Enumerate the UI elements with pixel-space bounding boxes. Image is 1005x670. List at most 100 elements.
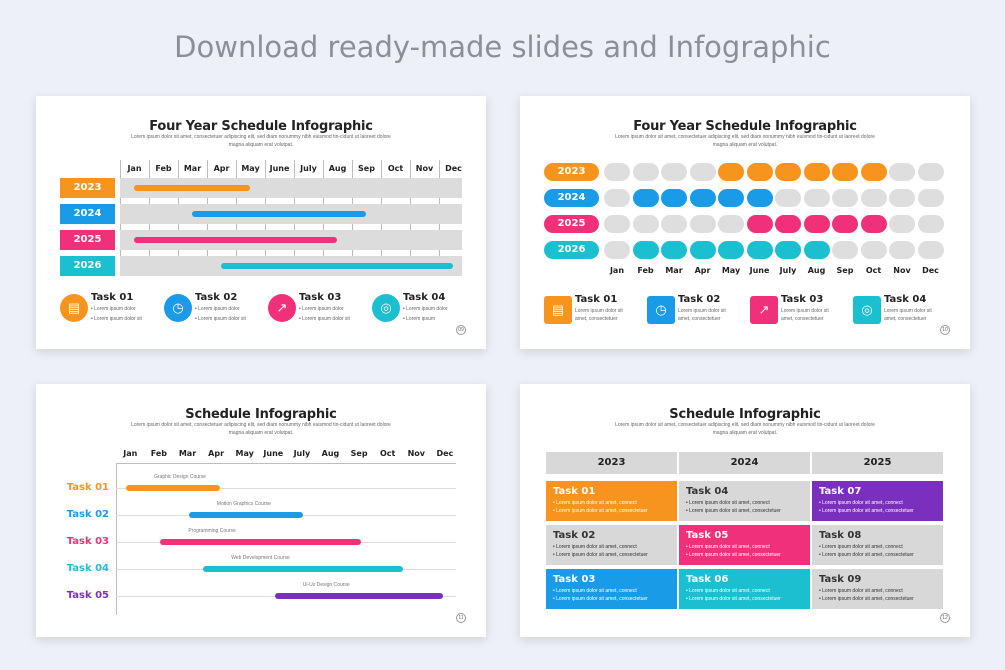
- task-description: amet, consectetuer: [678, 316, 721, 322]
- month-cell: [661, 189, 687, 207]
- task-cell[interactable]: Task 01 • Lorem ipsum dolor sit amet, con…: [546, 481, 677, 521]
- timeline-bar: [126, 485, 221, 491]
- month-label: July: [293, 449, 311, 458]
- month-cell: [775, 163, 801, 181]
- task-bullet: • Lorem ipsum dolor sit amet, connect: [819, 500, 903, 506]
- month-cell: [832, 241, 858, 259]
- task-cell[interactable]: Task 02 • Lorem ipsum dolor sit amet, con…: [546, 525, 677, 565]
- month-label: June: [749, 266, 770, 275]
- task-name: Task 08: [819, 530, 862, 541]
- task-cell[interactable]: Task 04 • Lorem ipsum dolor sit amet, con…: [679, 481, 810, 521]
- task-cell[interactable]: Task 09 • Lorem ipsum dolor sit amet, con…: [812, 569, 943, 609]
- task-bullet: • Lorem ipsum: [403, 316, 436, 322]
- timeline-bar: [221, 263, 453, 269]
- task-name: Task 03: [781, 294, 824, 305]
- month-cell: [632, 189, 659, 207]
- timeline-bar: [203, 566, 404, 572]
- year-label: 2023: [60, 178, 115, 198]
- task-cell[interactable]: Task 07 • Lorem ipsum dolor sit amet, con…: [812, 481, 943, 521]
- coins-icon: ◎: [372, 294, 400, 322]
- chart-icon: ↗: [750, 296, 778, 324]
- slide-four-year-gantt[interactable]: Four Year Schedule Infographic Lorem ips…: [36, 96, 486, 349]
- page-number: 11: [456, 613, 466, 623]
- task-bullet: • Lorem ipsum dolor sit amet, connect: [553, 500, 637, 506]
- month-label: May: [721, 266, 741, 275]
- task-name: Task 03: [299, 292, 342, 303]
- month-label: Feb: [155, 164, 172, 173]
- month-cell: [889, 163, 915, 181]
- month-cell: [775, 189, 801, 207]
- slide-schedule-table[interactable]: Schedule Infographic Lorem ipsum dolor s…: [520, 384, 970, 637]
- month-cell: [661, 215, 687, 233]
- slide-four-year-grid[interactable]: Four Year Schedule Infographic Lorem ips…: [520, 96, 970, 349]
- month-cell: [632, 163, 659, 181]
- month-label: Dec: [436, 449, 454, 458]
- timeline-bar: [134, 237, 337, 243]
- briefcase-icon: ▤: [544, 296, 572, 324]
- month-cell: [803, 241, 830, 259]
- task-name: Task 04: [686, 486, 729, 497]
- task-cell[interactable]: Task 06 • Lorem ipsum dolor sit amet, con…: [679, 569, 810, 609]
- month-cell: [718, 163, 744, 181]
- task-bullet: • Lorem ipsum dolor sit amet, consectetu…: [553, 596, 648, 602]
- page-number: 09: [456, 325, 466, 335]
- month-cell: [718, 189, 744, 207]
- month-label: Feb: [150, 449, 168, 458]
- task-name: Task 01: [91, 292, 134, 303]
- task-bullet: • Lorem ipsum dolor sit amet, consectetu…: [819, 508, 914, 514]
- slide-subtitle: Lorem ipsum dolor sit amet, consectetuer…: [131, 134, 391, 148]
- month-label: June: [263, 449, 284, 458]
- task-cell[interactable]: Task 03 • Lorem ipsum dolor sit amet, con…: [546, 569, 677, 609]
- month-cell: [917, 189, 944, 207]
- month-cell: [632, 215, 659, 233]
- timeline-bar: [274, 593, 444, 599]
- year-header: 2023: [546, 452, 677, 474]
- month-cell: [832, 163, 858, 181]
- month-cell: [775, 215, 801, 233]
- month-label: Oct: [387, 164, 404, 173]
- month-cell: [917, 241, 944, 259]
- page-number: 12: [940, 613, 950, 623]
- task-bullet: • Lorem ipsum dolor sit amet, connect: [553, 588, 637, 594]
- month-cell: [604, 215, 630, 233]
- task-bullet: • Lorem ipsum dolor sit amet, consectetu…: [686, 552, 781, 558]
- month-label: Jan: [123, 449, 138, 458]
- task-name: Task 04: [884, 294, 927, 305]
- month-label: Nov: [407, 449, 425, 458]
- page-headline: Download ready-made slides and Infograph…: [174, 30, 831, 64]
- task-description: Lorem ipsum dolor sit: [678, 308, 726, 314]
- month-label: Jan: [609, 266, 625, 275]
- course-label: Motion Graphics Course: [216, 501, 271, 507]
- month-cell: [746, 215, 773, 233]
- task-bullet: • Lorem ipsum dolor sit amet, connect: [819, 544, 903, 550]
- month-label: Dec: [445, 164, 462, 173]
- task-cell[interactable]: Task 08 • Lorem ipsum dolor sit amet, con…: [812, 525, 943, 565]
- slide-subtitle: Lorem ipsum dolor sit amet, consectetuer…: [131, 422, 391, 436]
- month-cell: [632, 241, 659, 259]
- briefcase-icon: ▤: [60, 294, 88, 322]
- task-bullet: • Lorem ipsum dolor sit amet, connect: [553, 544, 637, 550]
- task-name: Task 03: [553, 574, 596, 585]
- month-label: May: [235, 449, 254, 458]
- year-label: 2025: [60, 230, 115, 250]
- task-cell[interactable]: Task 05 • Lorem ipsum dolor sit amet, con…: [679, 525, 810, 565]
- timeline-bar: [134, 185, 250, 191]
- month-label: Dec: [922, 266, 939, 275]
- slide-schedule-gantt[interactable]: Schedule Infographic Lorem ipsum dolor s…: [36, 384, 486, 637]
- month-cell: [689, 163, 716, 181]
- course-label: Ui-Ux Design Course: [302, 582, 350, 588]
- month-cell: [860, 189, 887, 207]
- month-cell: [604, 189, 630, 207]
- month-cell: [860, 215, 887, 233]
- task-bullet: • Lorem ipsum dolor sit amet, consectetu…: [553, 552, 648, 558]
- slide-title: Schedule Infographic: [669, 407, 821, 422]
- month-cell: [860, 163, 887, 181]
- month-label: Nov: [893, 266, 911, 275]
- slide-title: Four Year Schedule Infographic: [633, 119, 857, 134]
- month-label: Apr: [694, 266, 711, 275]
- task-bullet: • Lorem ipsum dolor sit: [299, 316, 350, 322]
- task-bullet: • Lorem ipsum dolor sit amet, consectetu…: [553, 508, 648, 514]
- month-cell: [746, 189, 773, 207]
- slide-subtitle: Lorem ipsum dolor sit amet, consectetuer…: [615, 422, 875, 436]
- task-label: Task 02: [66, 509, 109, 520]
